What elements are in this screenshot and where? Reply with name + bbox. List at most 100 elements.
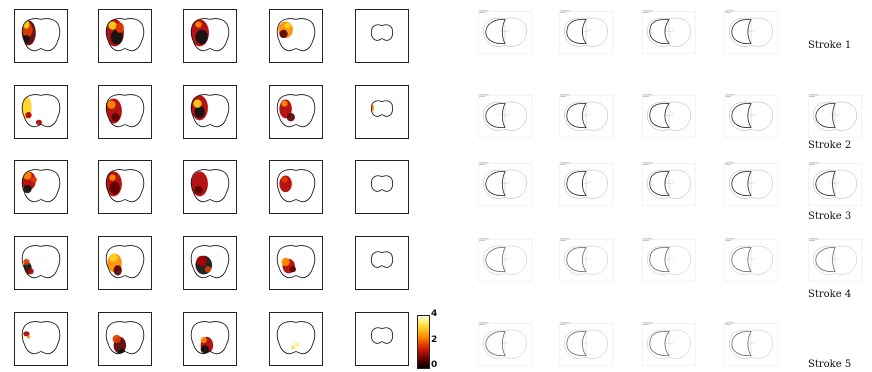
heatmap-panel-r2-c1 xyxy=(14,85,68,139)
lesion-blob xyxy=(107,100,116,109)
heatmap-panel-r2-c4 xyxy=(269,85,323,139)
heatmap-panel-r3-c5 xyxy=(355,160,409,214)
lesion-blob xyxy=(196,255,207,267)
heatmap-panel-r5-c1 xyxy=(14,312,68,366)
lesion-outline xyxy=(731,103,752,128)
heatmap-panel-r2-c3 xyxy=(183,85,237,139)
lesion-outline xyxy=(485,171,506,196)
lesion-blob xyxy=(281,176,288,183)
row-label-4: Stroke 4 xyxy=(808,289,852,300)
lesion-blob xyxy=(281,100,288,107)
lesion-blob xyxy=(23,171,32,180)
lesion-blob xyxy=(371,103,375,112)
lesion-blob xyxy=(23,331,30,337)
row-label-2: Stroke 2 xyxy=(808,140,852,151)
heatmap-panel-r5-c3 xyxy=(183,312,237,366)
brain-outline xyxy=(105,169,145,203)
lesion-blob xyxy=(26,335,31,339)
lesion-outline xyxy=(485,19,506,44)
lesion-blob xyxy=(23,258,30,266)
brain-outline xyxy=(190,169,230,203)
heatmap-panel-r2-c5 xyxy=(355,85,409,139)
lesion-blob xyxy=(194,185,203,195)
lesion-outline xyxy=(649,103,670,128)
lesion-outline xyxy=(731,247,752,272)
row-label-5: Stroke 5 xyxy=(808,359,852,370)
brain-outline xyxy=(21,245,61,279)
lesion-blob xyxy=(195,21,202,28)
atlas-section-r4-c4 xyxy=(722,236,780,284)
lesion-outline xyxy=(649,331,670,356)
lesion-blob xyxy=(200,345,209,354)
atlas-section-r2-c4 xyxy=(722,92,780,140)
lesion-blob xyxy=(200,336,207,344)
lesion-outline xyxy=(731,331,752,356)
lesion-outline xyxy=(815,103,836,128)
atlas-section-r1-c1 xyxy=(476,8,534,56)
lesion-blob xyxy=(23,34,30,44)
brain-outline xyxy=(276,245,316,279)
lesion-blob xyxy=(193,99,202,108)
lesion-blob xyxy=(286,113,295,122)
lesion-blob xyxy=(30,176,37,183)
heatmap-panel-r1-c4 xyxy=(269,9,323,63)
brain-outline xyxy=(21,94,61,128)
lesion-outline xyxy=(815,171,836,196)
brain-outline xyxy=(276,94,316,128)
lesion-blob xyxy=(23,184,32,194)
atlas-section-r1-c3 xyxy=(640,8,698,56)
atlas-section-r2-c5 xyxy=(806,92,864,140)
atlas-section-r4-c2 xyxy=(557,236,615,284)
colorbar-mid-label: 2 xyxy=(431,335,438,345)
brain-outline xyxy=(190,245,230,279)
heatmap-panel-r3-c4 xyxy=(269,160,323,214)
brain-outline xyxy=(190,321,230,355)
atlas-section-r1-c4 xyxy=(722,8,780,56)
lesion-outline xyxy=(566,247,587,272)
atlas-section-r2-c1 xyxy=(476,92,534,140)
lesion-blob xyxy=(195,29,208,45)
brain-outline xyxy=(370,100,394,117)
lesion-blob xyxy=(108,21,117,30)
lesion-blob xyxy=(109,174,116,181)
heatmap-panel-r4-c2 xyxy=(98,236,152,290)
atlas-section-r5-c4 xyxy=(722,320,780,368)
lesion-outline xyxy=(566,19,587,44)
heatmap-panel-r5-c2 xyxy=(98,312,152,366)
heatmap-panel-r3-c3 xyxy=(183,160,237,214)
lesion-outline xyxy=(649,171,670,196)
heatmap-panel-r5-c4 xyxy=(269,312,323,366)
brain-outline xyxy=(21,321,61,355)
brain-outline xyxy=(370,251,394,268)
heatmap-panel-r4-c5 xyxy=(355,236,409,290)
lesion-outline xyxy=(566,331,587,356)
lesion-outline xyxy=(485,331,506,356)
brain-outline xyxy=(105,321,145,355)
lesion-blob xyxy=(35,119,43,125)
heatmap-panel-r4-c3 xyxy=(183,236,237,290)
brain-outline xyxy=(190,18,230,52)
brain-outline xyxy=(105,245,145,279)
heatmap-panel-r1-c5 xyxy=(355,9,409,63)
lesion-outline xyxy=(566,171,587,196)
lesion-blob xyxy=(284,22,291,29)
lesion-blob xyxy=(289,266,296,273)
colorbar xyxy=(417,315,430,369)
brain-outline xyxy=(105,18,145,52)
brain-outline xyxy=(370,175,394,192)
colorbar-max-label: 4 xyxy=(431,309,438,319)
brain-outline xyxy=(370,24,394,41)
brain-outline xyxy=(190,94,230,128)
brain-outline xyxy=(21,169,61,203)
heatmap-panel-r3-c2 xyxy=(98,160,152,214)
heatmap-panel-r4-c1 xyxy=(14,236,68,290)
lesion-outline xyxy=(649,247,670,272)
atlas-section-r3-c2 xyxy=(557,160,615,208)
lesion-outline xyxy=(731,171,752,196)
lesion-outline xyxy=(566,103,587,128)
heatmap-panel-r1-c1 xyxy=(14,9,68,63)
lesion-blob xyxy=(110,29,123,45)
lesion-blob xyxy=(111,113,120,122)
heatmap-panel-r3-c1 xyxy=(14,160,68,214)
brain-outline xyxy=(105,94,145,128)
